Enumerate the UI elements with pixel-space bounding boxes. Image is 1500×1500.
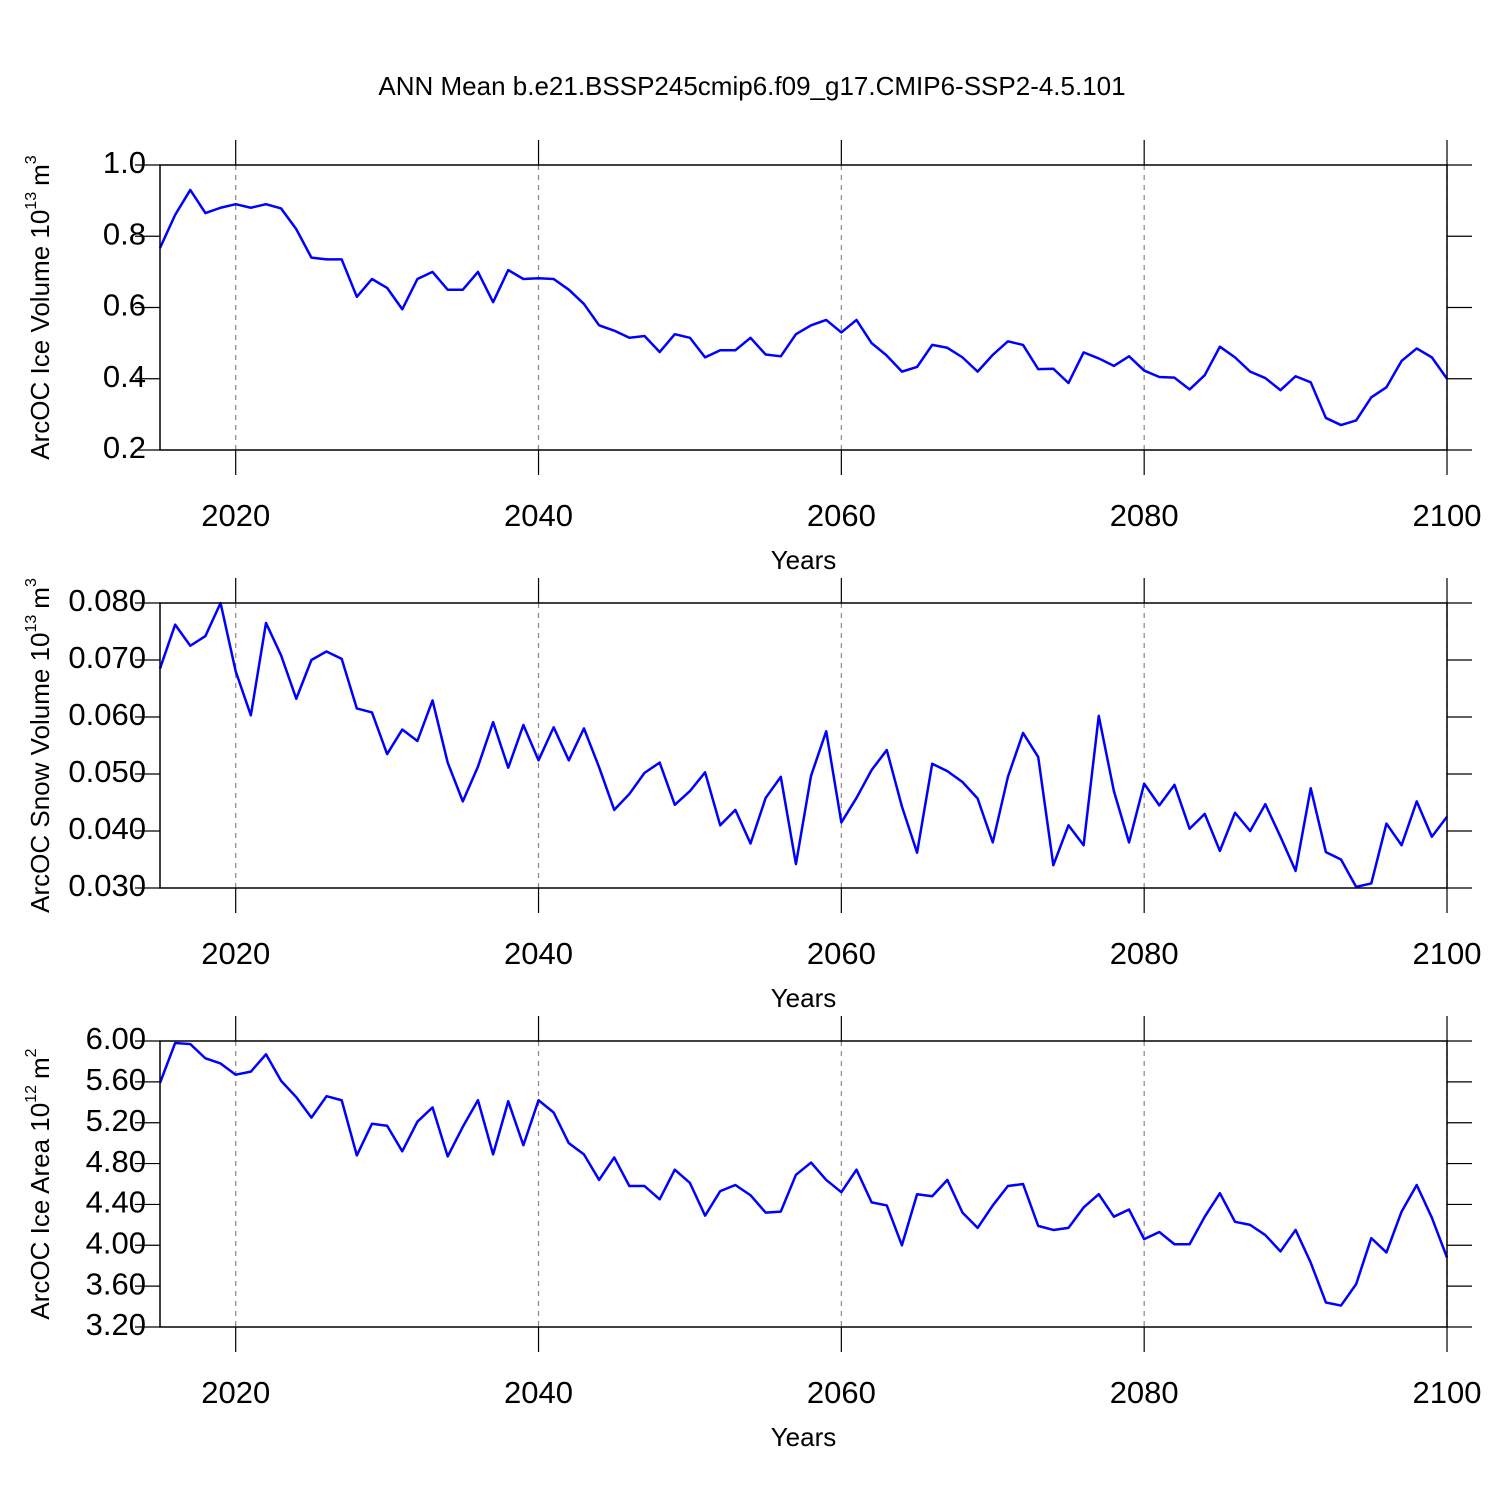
y-tick-label: 4.40 <box>86 1185 146 1220</box>
x-tick-label: 2020 <box>201 498 270 533</box>
x-axis-label: Years <box>771 545 837 575</box>
plot-frame <box>159 164 1448 451</box>
plot-frame <box>159 1040 1448 1328</box>
y-axis-label-exp: 13 <box>23 192 40 210</box>
x-tick-label: 2040 <box>504 936 573 971</box>
x-tick-label: 2080 <box>1110 498 1179 533</box>
y-tick-label: 4.80 <box>86 1144 146 1179</box>
y-tick-label: 0.4 <box>103 359 146 394</box>
y-axis-label-text: ArcOC Ice Volume 10 <box>25 210 55 460</box>
plot-frame <box>159 602 1448 889</box>
x-tick-label: 2060 <box>807 1375 876 1410</box>
y-axis-label-exp: 12 <box>23 1085 40 1103</box>
x-axis-label: Years <box>771 1422 837 1452</box>
y-axis-label-unit: m <box>25 1057 55 1079</box>
y-tick-label: 0.6 <box>103 288 146 323</box>
panel: 2020 2040 2060 2080 2100 0.030 0.040 0.050 0.060… <box>23 578 1481 1013</box>
y-tick-label: 0.070 <box>68 640 146 675</box>
panel: 2020 2040 2060 2080 2100 0.2 0.4 0.6 0.8 1.0 Years… <box>23 140 1481 575</box>
y-axis-label-exp: 13 <box>23 615 40 633</box>
y-tick-label: 0.050 <box>68 754 146 789</box>
y-axis-label: ArcOC Ice Volume 1013 m3 <box>23 155 55 459</box>
y-axis-label: ArcOC Ice Area 1012 m2 <box>23 1048 55 1319</box>
data-line <box>158 601 1448 889</box>
x-tick-label: 2080 <box>1110 936 1179 971</box>
y-axis-label-text: ArcOC Snow Volume 10 <box>25 633 55 913</box>
y-tick-label: 5.60 <box>86 1062 146 1097</box>
figure-title: ANN Mean b.e21.BSSP245cmip6.f09_g17.CMIP… <box>378 71 1125 101</box>
x-tick-label: 2040 <box>504 498 573 533</box>
x-tick-label: 2100 <box>1413 1375 1482 1410</box>
panel: 2020 2040 2060 2080 2100 3.20 3.60 4.00 4.40 4.80… <box>23 1016 1481 1452</box>
y-axis-label: ArcOC Snow Volume 1013 m3 <box>23 578 55 913</box>
y-axis-label-unit: m <box>25 587 55 609</box>
y-tick-label: 0.8 <box>103 216 146 251</box>
y-tick-label: 6.00 <box>86 1021 146 1056</box>
x-tick-label: 2040 <box>504 1375 573 1410</box>
x-axis-label: Years <box>771 983 837 1013</box>
y-tick-label: 3.20 <box>86 1307 146 1342</box>
y-axis-label-unit-exp: 3 <box>23 578 40 587</box>
y-tick-label: 0.2 <box>103 430 146 465</box>
y-axis-label-unit-exp: 3 <box>23 155 40 164</box>
x-tick-label: 2020 <box>201 1375 270 1410</box>
data-line <box>158 1041 1449 1307</box>
y-tick-label: 4.00 <box>86 1225 146 1260</box>
y-tick-label: 0.080 <box>68 583 146 618</box>
y-tick-label: 5.20 <box>86 1103 146 1138</box>
x-tick-label: 2080 <box>1110 1375 1179 1410</box>
x-tick-label: 2060 <box>807 936 876 971</box>
x-tick-label: 2060 <box>807 498 876 533</box>
x-tick-label: 2020 <box>201 936 270 971</box>
x-tick-label: 2100 <box>1413 936 1482 971</box>
data-line <box>158 188 1449 427</box>
y-axis-label-unit: m <box>25 164 55 186</box>
y-tick-label: 0.040 <box>68 811 146 846</box>
x-tick-label: 2100 <box>1413 498 1482 533</box>
y-tick-label: 1.0 <box>103 145 146 180</box>
y-axis-label-unit-exp: 2 <box>23 1048 40 1057</box>
y-axis-label-text: ArcOC Ice Area 10 <box>25 1103 55 1320</box>
y-tick-label: 3.60 <box>86 1266 146 1301</box>
y-tick-label: 0.060 <box>68 697 146 732</box>
y-tick-label: 0.030 <box>68 868 146 903</box>
